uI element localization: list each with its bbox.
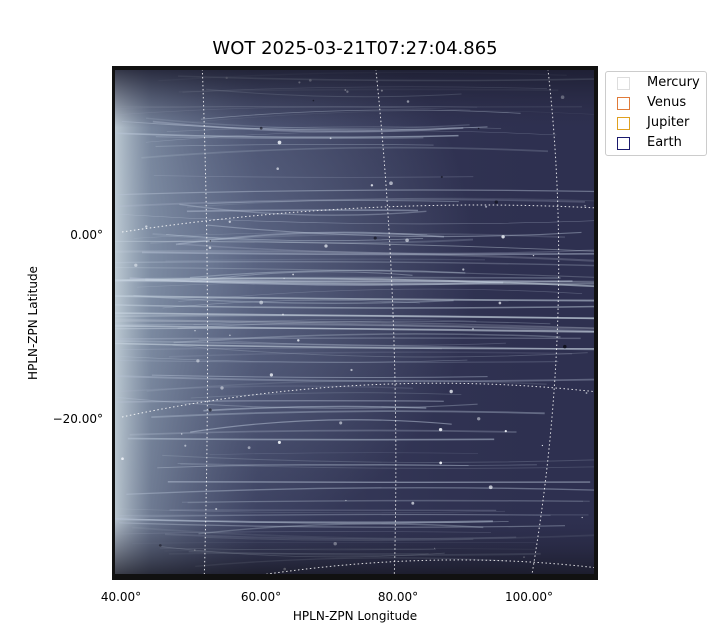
legend-label: Mercury (647, 75, 700, 90)
legend-label: Earth (647, 135, 682, 150)
x-tick-label: 80.00° (377, 590, 419, 604)
x-tick-label: 40.00° (100, 590, 142, 604)
legend: Mercury Venus Jupiter Earth (605, 71, 707, 156)
plot-title: WOT 2025-03-21T07:27:04.865 (212, 38, 498, 59)
legend-item-earth: Earth (617, 135, 682, 151)
mercury-swatch-icon (617, 76, 630, 90)
image-plot (112, 66, 598, 580)
x-axis-label: HPLN-ZPN Longitude (292, 609, 418, 623)
earth-swatch-icon (617, 136, 630, 150)
x-tick-label: 100.00° (505, 590, 553, 604)
legend-item-mercury: Mercury (617, 75, 700, 91)
x-tick-label: 60.00° (240, 590, 282, 604)
legend-item-jupiter: Jupiter (617, 115, 689, 131)
venus-swatch-icon (617, 96, 630, 110)
jupiter-swatch-icon (617, 116, 630, 130)
y-tick-label: 0.00° (70, 228, 103, 242)
coordinate-grid (121, 66, 598, 580)
y-tick-label: −20.00° (52, 412, 103, 426)
legend-item-venus: Venus (617, 95, 686, 111)
y-axis-label: HPLN-ZPN Latitude (26, 266, 40, 380)
legend-label: Jupiter (647, 115, 690, 130)
legend-label: Venus (647, 95, 687, 110)
